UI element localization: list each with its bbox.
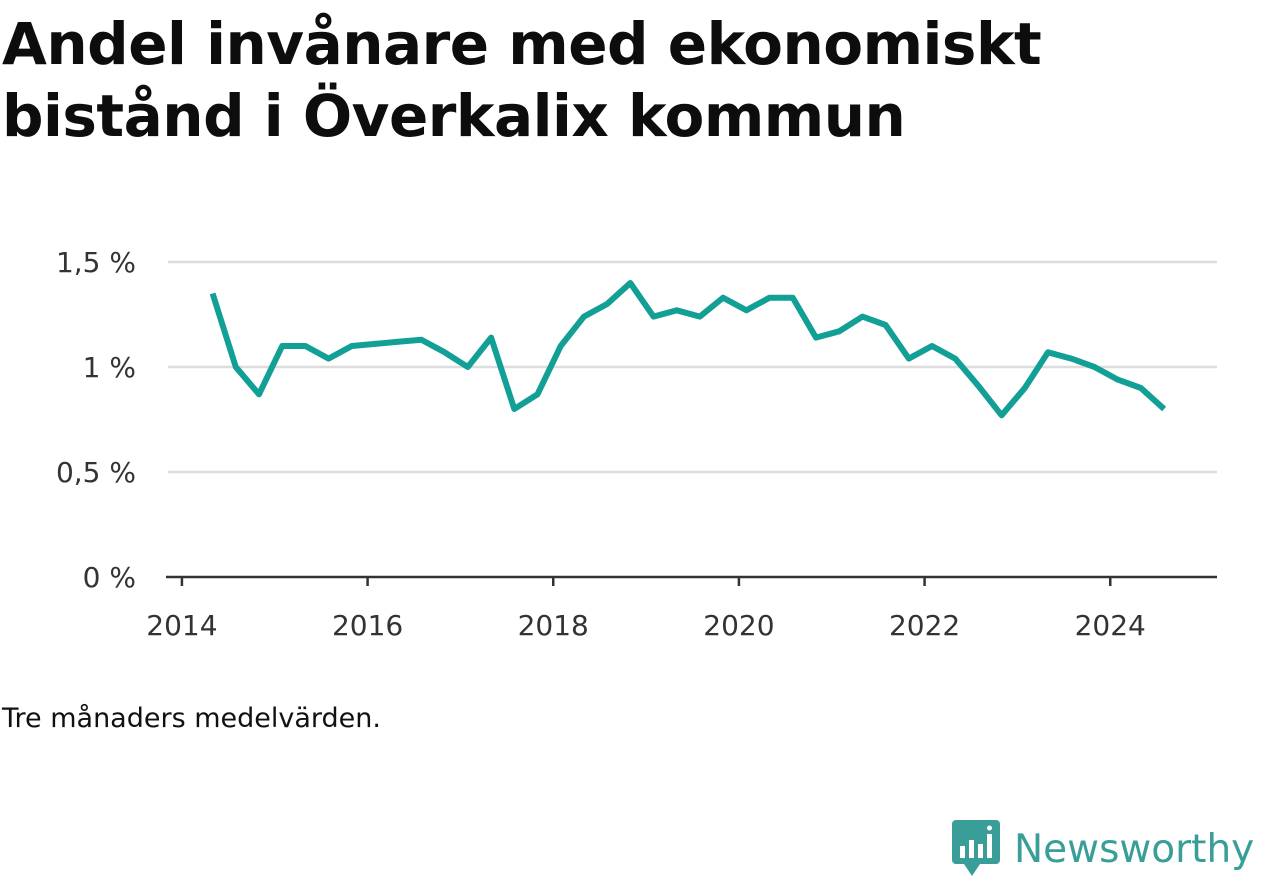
data-point — [349, 343, 355, 349]
data-point — [1138, 385, 1144, 391]
data-point — [372, 341, 378, 347]
data-point — [743, 307, 749, 313]
y-tick-label: 1,5 % — [56, 246, 136, 279]
data-point — [627, 280, 633, 286]
data-point — [767, 295, 773, 301]
data-point — [1115, 377, 1121, 383]
data-point — [859, 314, 865, 320]
data-point — [883, 322, 889, 328]
data-point — [952, 356, 958, 362]
data-point — [302, 343, 308, 349]
series-layer — [209, 280, 1167, 419]
data-point — [651, 314, 657, 320]
data-point — [836, 328, 842, 334]
y-tick-label: 0 % — [83, 561, 136, 594]
data-point — [1161, 406, 1167, 412]
data-point — [233, 364, 239, 370]
data-point — [511, 406, 517, 412]
data-point — [418, 337, 424, 343]
series-line-0 — [209, 280, 1167, 419]
data-point — [1045, 349, 1051, 355]
y-axis-tick-labels: 0 % 0,5 % 1 % 1,5 % — [56, 246, 136, 594]
data-point — [1022, 385, 1028, 391]
brand-name: Newsworthy — [1014, 826, 1255, 872]
data-point — [790, 295, 796, 301]
data-point — [488, 335, 494, 341]
data-point — [1091, 364, 1097, 370]
data-point — [395, 339, 401, 345]
data-point — [929, 343, 935, 349]
y-tick-label: 1 % — [83, 351, 136, 384]
data-point — [558, 343, 564, 349]
newsworthy-chart-bubble-icon — [952, 820, 1000, 876]
x-tick-label: 2024 — [1075, 609, 1146, 642]
data-point — [720, 295, 726, 301]
x-tick-label: 2016 — [332, 609, 403, 642]
data-point — [279, 343, 285, 349]
line-chart: 0 % 0,5 % 1 % 1,5 % 2014 2016 2018 2020 2022 202… — [56, 246, 1217, 642]
data-point — [813, 335, 819, 341]
chart-title: Andel invånare med ekonomiskt bistånd i … — [2, 10, 1042, 150]
x-tick-label: 2020 — [703, 609, 774, 642]
data-point — [674, 307, 680, 313]
data-point — [465, 364, 471, 370]
x-tick-label: 2022 — [889, 609, 960, 642]
chart-note: Tre månaders medelvärden. — [2, 703, 381, 734]
data-point — [326, 356, 332, 362]
data-point — [256, 391, 262, 397]
x-tick-label: 2014 — [146, 609, 217, 642]
gridlines — [168, 260, 1217, 474]
data-point — [442, 349, 448, 355]
brand-logo: Newsworthy — [950, 818, 1254, 880]
data-point — [906, 356, 912, 362]
data-point — [975, 383, 981, 389]
data-point — [604, 301, 610, 307]
data-point — [581, 314, 587, 320]
y-tick-label: 0,5 % — [56, 456, 136, 489]
data-point — [534, 391, 540, 397]
data-point — [210, 291, 216, 297]
x-axis: 2014 2016 2018 2020 2022 2024 — [146, 575, 1217, 642]
x-tick-label: 2018 — [518, 609, 589, 642]
data-point — [999, 412, 1005, 418]
data-point — [697, 314, 703, 320]
data-point — [1068, 356, 1074, 362]
